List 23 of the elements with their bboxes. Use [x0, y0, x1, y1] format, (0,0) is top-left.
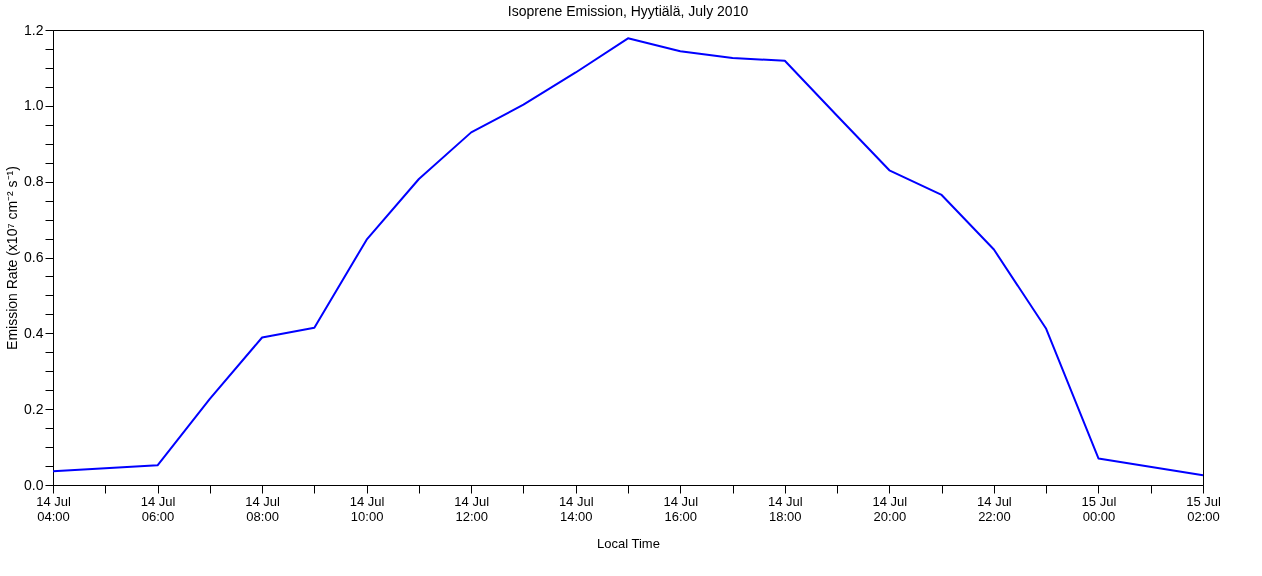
- x-tick-label: 14 Jul 04:00: [36, 493, 71, 524]
- y-axis-title: Emission Rate (x10⁷ cm⁻² s⁻¹): [4, 166, 21, 350]
- y-tick-label: 0.0: [24, 476, 44, 493]
- x-tick-label: 14 Jul 12:00: [454, 493, 490, 524]
- x-axis-title: Local Time: [597, 535, 660, 551]
- y-tick-label: 0.2: [24, 400, 44, 417]
- x-tick-label: 14 Jul 20:00: [872, 493, 908, 524]
- y-tick-label: 0.6: [24, 249, 44, 265]
- x-tick-label: 14 Jul 18:00: [767, 493, 803, 524]
- x-tick-label: 15 Jul 02:00: [1186, 493, 1221, 524]
- x-tick-label: 14 Jul 08:00: [245, 493, 281, 524]
- y-tick-label: 0.4: [24, 324, 44, 341]
- y-tick-label: 0.8: [24, 173, 44, 190]
- x-tick-label: 14 Jul 06:00: [140, 493, 176, 524]
- line-series: [52, 37, 1204, 477]
- x-tick-label: 14 Jul 14:00: [558, 493, 594, 524]
- y-tick-label: 1.0: [24, 97, 44, 114]
- x-tick-label: 14 Jul 16:00: [663, 493, 699, 524]
- y-tick-label: 1.2: [24, 21, 44, 38]
- x-tick-label: 14 Jul 22:00: [977, 493, 1012, 524]
- x-tick-label: 14 Jul 10:00: [349, 493, 385, 524]
- x-tick-label: 15 Jul 00:00: [1081, 493, 1117, 524]
- chart-title: Isoprene Emission, Hyytiälä, July 2010: [507, 3, 749, 19]
